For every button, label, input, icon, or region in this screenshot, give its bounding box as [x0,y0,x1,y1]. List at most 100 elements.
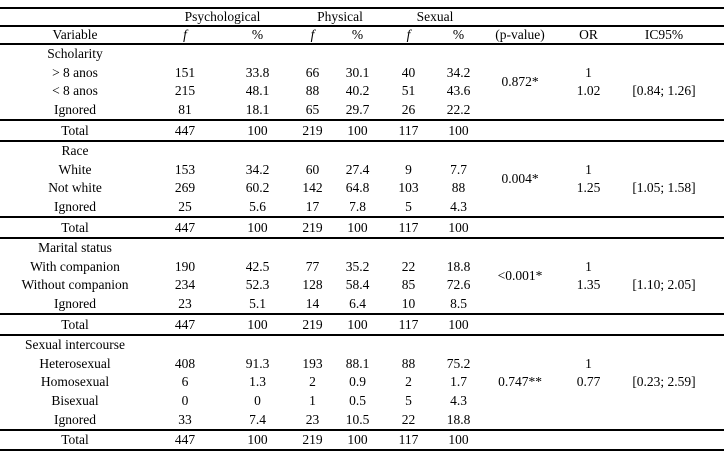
ic-cell [622,410,724,431]
ic-cell [622,100,724,122]
ic-cell [622,258,724,277]
row-label: Not white [48,180,102,196]
or-cell [555,429,622,451]
value-cell [330,335,385,355]
value-cell: 447 [150,314,220,336]
value-cell [150,238,220,258]
value-cell [330,141,385,161]
value-cell: 5.1 [220,294,295,316]
value-cell: 25 [150,197,220,219]
value-cell: 77 [305,258,320,274]
value-cell: 29.7 [330,100,385,122]
ic-cell [622,392,724,411]
row-label: Homosexual [40,374,110,390]
value-cell: 1 [309,392,316,408]
value-cell: 100 [220,314,295,336]
value-cell: 7.4 [220,410,295,431]
p-value-cell [485,120,555,142]
value-cell: 100 [220,217,295,239]
ic-cell [622,64,724,83]
value-cell: 234 [174,277,196,293]
value-cell: 7.8 [330,197,385,219]
value-cell: 22 [401,258,416,274]
value-cell: 193 [302,355,323,371]
or-cell [555,335,622,355]
value-cell: 100 [432,314,485,336]
value-cell: 33 [150,410,220,431]
ic-cell [622,161,724,180]
col-header-frequency-psychological: f [150,26,220,45]
group-header-sexual: Sexual [385,7,485,27]
value-cell: 100 [432,120,485,142]
category-row: Ignored 81 18.1 65 29.7 26 22.2 [0,100,724,122]
row-label: Without companion [21,277,129,293]
value-cell: 75.2 [446,355,471,371]
category-row: Not white 269 60.2 142 64.8 103 88 1.25 [1.05; 1… [0,179,724,198]
value-cell: 52.3 [245,277,270,293]
or-cell: 1.25 [576,180,601,196]
value-cell: 17 [295,197,330,219]
value-cell [220,141,295,161]
value-cell: 60.2 [245,180,270,196]
value-cell [432,44,485,64]
value-cell: 88 [401,355,416,371]
value-cell: 65 [295,100,330,122]
col-header-percent-psychological: % [220,26,295,45]
value-cell: 33.8 [245,64,270,80]
col-header-variable: Variable [0,26,150,45]
value-cell: 447 [150,120,220,142]
value-cell: 117 [385,217,432,239]
row-label: With companion [30,258,120,274]
value-cell: 4.3 [450,392,467,408]
value-cell [150,335,220,355]
p-value-cell [485,238,555,258]
value-cell: 40.2 [345,83,370,99]
value-cell: 117 [385,429,432,451]
value-cell: 8.5 [432,294,485,316]
or-cell: 1.35 [576,277,601,293]
group-header-spacer-right [485,7,724,27]
col-header-percent-physical: % [330,26,385,45]
value-cell: 219 [295,429,330,451]
ic-cell [622,197,724,219]
value-cell [295,335,330,355]
value-cell: 408 [174,355,196,371]
p-value-cell [485,44,555,64]
value-cell: 27.4 [345,161,370,177]
value-cell [295,44,330,64]
row-label: Ignored [0,410,150,431]
value-cell [330,238,385,258]
p-value-cell [485,197,555,219]
value-cell: 0 [254,392,261,408]
value-cell: 5 [405,392,412,408]
value-cell: 0.5 [349,392,366,408]
category-row: < 8 anos 215 48.1 88 40.2 51 43.6 1.02 [0.84; 1.… [0,82,724,101]
value-cell: 6.4 [330,294,385,316]
ic-cell [622,355,724,374]
value-cell [295,238,330,258]
value-cell: 269 [174,180,196,196]
total-row: Total 447 100 219 100 117 100 [0,314,724,336]
category-row: Ignored 33 7.4 23 10.5 22 18.8 [0,410,724,431]
or-cell: 1 [585,355,592,371]
ic-cell [622,44,724,64]
value-cell: 26 [385,100,432,122]
ic-cell [622,120,724,142]
value-cell: 18.8 [432,410,485,431]
category-row: With companion 190 42.5 77 35.2 22 18.8 <0.001*… [0,258,724,283]
value-cell: 88 [451,180,466,196]
value-cell: 10.5 [330,410,385,431]
value-cell: 219 [295,120,330,142]
section-title-row: Scholarity [0,44,724,64]
column-header-row: Variable f % f % f % (p-value) OR IC95% [0,26,724,45]
or-cell [555,294,622,316]
value-cell: 72.6 [446,277,471,293]
row-label: Bisexual [51,392,99,408]
p-value-cell [485,392,555,411]
value-cell: 14 [295,294,330,316]
row-label: White [58,161,92,177]
value-cell [385,335,432,355]
value-cell: 88.1 [345,355,370,371]
p-value-cell [485,429,555,451]
p-value-cell [485,217,555,239]
